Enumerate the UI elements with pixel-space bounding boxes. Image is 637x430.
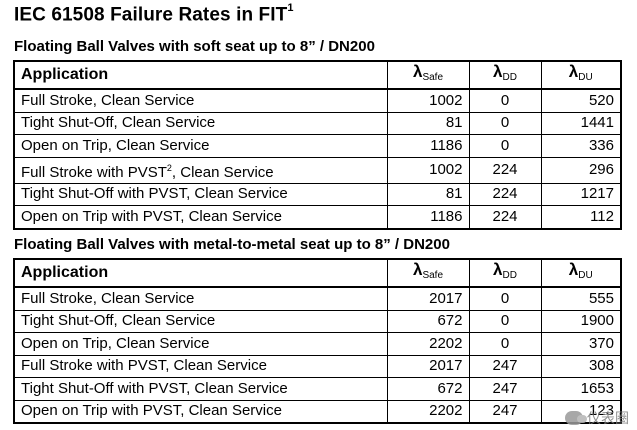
application-suffix: , Clean Service: [171, 163, 274, 181]
lambda-safe-header: λSafe: [386, 60, 470, 90]
application-cell: Open on Trip, Clean Service: [13, 134, 388, 158]
lambda-dd-cell: 0: [468, 111, 542, 135]
watermark: 仪表圈: [565, 408, 629, 428]
lambda-dd-cell: 224: [468, 205, 542, 229]
table2-caption: Floating Ball Valves with metal-to-metal…: [14, 236, 450, 253]
safe-subscript: Safe: [422, 270, 444, 281]
du-subscript: DU: [578, 72, 593, 83]
dd-subscript: DD: [502, 270, 517, 281]
lambda-safe-cell: 1186: [386, 134, 470, 158]
application-cell: Open on Trip with PVST, Clean Service: [13, 399, 388, 424]
application-cell: Tight Shut-Off, Clean Service: [13, 111, 388, 135]
lambda-dd-cell: 0: [468, 134, 542, 158]
table-row: Open on Trip with PVST, Clean Service 11…: [13, 205, 622, 229]
table1-caption: Floating Ball Valves with soft seat up t…: [14, 38, 375, 55]
metal-seat-failure-rate-table: Application λSafe λDD λDU Full Stroke, C…: [13, 258, 622, 424]
table-row: Tight Shut-Off, Clean Service 81 0 1441: [13, 111, 622, 135]
lambda-dd-header: λDD: [468, 258, 542, 288]
lambda-symbol: λ: [412, 62, 423, 81]
lambda-safe-header: λSafe: [386, 258, 470, 288]
lambda-du-cell: 336: [540, 134, 622, 158]
table-row: Open on Trip, Clean Service 2202 0 370: [13, 332, 622, 356]
application-cell: Open on Trip, Clean Service: [13, 332, 388, 356]
lambda-dd-cell: 0: [468, 309, 542, 333]
lambda-safe-cell: 2202: [386, 332, 470, 356]
lambda-dd-cell: 247: [468, 399, 542, 424]
table-row: Tight Shut-Off, Clean Service 672 0 1900: [13, 309, 622, 333]
title-text: IEC 61508 Failure Rates in FIT: [14, 4, 288, 26]
lambda-dd-cell: 247: [468, 354, 542, 378]
lambda-du-cell: 112: [540, 205, 622, 229]
soft-seat-failure-rate-table: Application λSafe λDD λDU Full Stroke, C…: [13, 60, 622, 230]
application-text: Full Stroke with PVST: [21, 163, 167, 181]
lambda-dd-cell: 0: [468, 332, 542, 356]
lambda-safe-cell: 1002: [386, 156, 470, 184]
du-subscript: DU: [578, 270, 593, 281]
application-cell: Open on Trip with PVST, Clean Service: [13, 205, 388, 229]
lambda-du-cell: 520: [540, 88, 622, 113]
wechat-icon: [565, 411, 587, 425]
application-cell: Full Stroke, Clean Service: [13, 286, 388, 311]
lambda-symbol: λ: [568, 62, 579, 81]
lambda-safe-cell: 1186: [386, 205, 470, 229]
lambda-safe-cell: 672: [386, 309, 470, 333]
application-cell: Full Stroke with PVST, Clean Service: [13, 354, 388, 378]
application-cell: Tight Shut-Off with PVST, Clean Service: [13, 377, 388, 401]
lambda-symbol: λ: [493, 260, 503, 279]
table-row: Full Stroke, Clean Service 2017 0 555: [13, 286, 622, 311]
lambda-dd-header: λDD: [468, 60, 542, 90]
table-row: Open on Trip, Clean Service 1186 0 336: [13, 134, 622, 158]
title-footnote: 1: [287, 2, 294, 14]
footnote-marker: 2: [166, 162, 172, 173]
lambda-symbol: λ: [568, 260, 579, 279]
table-row: Open on Trip with PVST, Clean Service 22…: [13, 399, 622, 424]
lambda-safe-cell: 2202: [386, 399, 470, 424]
application-cell: Tight Shut-Off, Clean Service: [13, 309, 388, 333]
lambda-du-cell: 370: [540, 332, 622, 356]
lambda-dd-cell: 0: [468, 88, 542, 113]
lambda-du-cell: 1900: [540, 309, 622, 333]
table-row: Tight Shut-Off with PVST, Clean Service …: [13, 182, 622, 206]
lambda-du-header: λDU: [540, 258, 622, 288]
lambda-du-cell: 1441: [540, 111, 622, 135]
application-header: Application: [13, 258, 388, 288]
lambda-symbol: λ: [493, 62, 503, 81]
lambda-dd-cell: 224: [468, 156, 542, 184]
safe-subscript: Safe: [422, 72, 444, 83]
lambda-du-cell: 555: [540, 286, 622, 311]
lambda-safe-cell: 672: [386, 377, 470, 401]
page-title: IEC 61508 Failure Rates in FIT1: [14, 2, 294, 26]
lambda-du-cell: 308: [540, 354, 622, 378]
lambda-dd-cell: 224: [468, 182, 542, 206]
application-header: Application: [13, 60, 388, 90]
watermark-text: 仪表圈: [587, 410, 629, 426]
lambda-safe-cell: 1002: [386, 88, 470, 113]
lambda-safe-cell: 81: [386, 182, 470, 206]
lambda-du-header: λDU: [540, 60, 622, 90]
table-row: Full Stroke with PVST, Clean Service 201…: [13, 354, 622, 378]
lambda-safe-cell: 2017: [386, 354, 470, 378]
lambda-du-cell: 1653: [540, 377, 622, 401]
lambda-du-cell: 296: [540, 156, 622, 184]
lambda-dd-cell: 0: [468, 286, 542, 311]
lambda-safe-cell: 81: [386, 111, 470, 135]
lambda-symbol: λ: [412, 260, 423, 279]
application-cell: Full Stroke, Clean Service: [13, 88, 388, 113]
table-header-row: Application λSafe λDD λDU: [13, 60, 622, 90]
table-row: Tight Shut-Off with PVST, Clean Service …: [13, 377, 622, 401]
table-row: Full Stroke, Clean Service 1002 0 520: [13, 88, 622, 113]
dd-subscript: DD: [502, 72, 517, 83]
lambda-du-cell: 1217: [540, 182, 622, 206]
table-header-row: Application λSafe λDD λDU: [13, 258, 622, 288]
application-cell: Full Stroke with PVST2, Clean Service: [13, 156, 388, 184]
table-row: Full Stroke with PVST2, Clean Service 10…: [13, 156, 622, 184]
application-cell: Tight Shut-Off with PVST, Clean Service: [13, 182, 388, 206]
lambda-safe-cell: 2017: [386, 286, 470, 311]
lambda-dd-cell: 247: [468, 377, 542, 401]
